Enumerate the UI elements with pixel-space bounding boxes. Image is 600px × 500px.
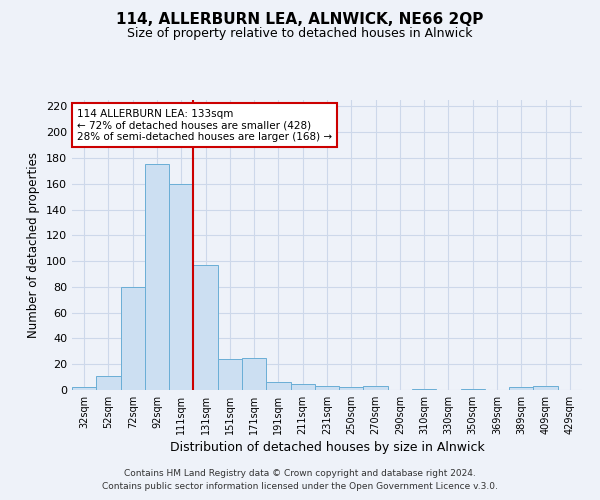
- Bar: [218, 359, 242, 390]
- Bar: [533, 386, 558, 390]
- Y-axis label: Number of detached properties: Number of detached properties: [28, 152, 40, 338]
- Bar: [266, 382, 290, 390]
- Bar: [364, 386, 388, 390]
- Bar: [96, 376, 121, 390]
- Text: 114, ALLERBURN LEA, ALNWICK, NE66 2QP: 114, ALLERBURN LEA, ALNWICK, NE66 2QP: [116, 12, 484, 28]
- Text: Contains HM Land Registry data © Crown copyright and database right 2024.: Contains HM Land Registry data © Crown c…: [124, 468, 476, 477]
- Bar: [315, 386, 339, 390]
- Bar: [339, 388, 364, 390]
- Bar: [412, 388, 436, 390]
- Text: Contains public sector information licensed under the Open Government Licence v.: Contains public sector information licen…: [102, 482, 498, 491]
- Bar: [193, 265, 218, 390]
- Bar: [509, 388, 533, 390]
- Bar: [72, 388, 96, 390]
- X-axis label: Distribution of detached houses by size in Alnwick: Distribution of detached houses by size …: [170, 441, 484, 454]
- Text: 114 ALLERBURN LEA: 133sqm
← 72% of detached houses are smaller (428)
28% of semi: 114 ALLERBURN LEA: 133sqm ← 72% of detac…: [77, 108, 332, 142]
- Bar: [290, 384, 315, 390]
- Text: Size of property relative to detached houses in Alnwick: Size of property relative to detached ho…: [127, 28, 473, 40]
- Bar: [145, 164, 169, 390]
- Bar: [121, 287, 145, 390]
- Bar: [242, 358, 266, 390]
- Bar: [169, 184, 193, 390]
- Bar: [461, 388, 485, 390]
